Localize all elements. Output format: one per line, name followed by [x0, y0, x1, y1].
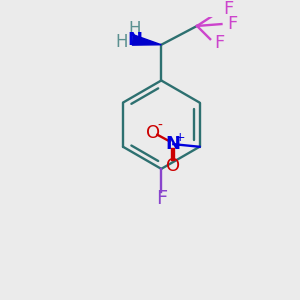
Text: F: F	[214, 34, 224, 52]
Text: N: N	[166, 135, 181, 153]
Text: -: -	[158, 119, 163, 133]
Polygon shape	[132, 35, 161, 45]
Text: N: N	[128, 31, 142, 49]
Text: O: O	[146, 124, 160, 142]
Text: F: F	[223, 0, 234, 18]
Text: H: H	[129, 20, 141, 38]
Text: +: +	[175, 131, 185, 144]
Text: F: F	[156, 188, 167, 208]
Text: O: O	[166, 157, 180, 175]
Text: F: F	[227, 15, 237, 33]
Text: H: H	[116, 33, 128, 51]
